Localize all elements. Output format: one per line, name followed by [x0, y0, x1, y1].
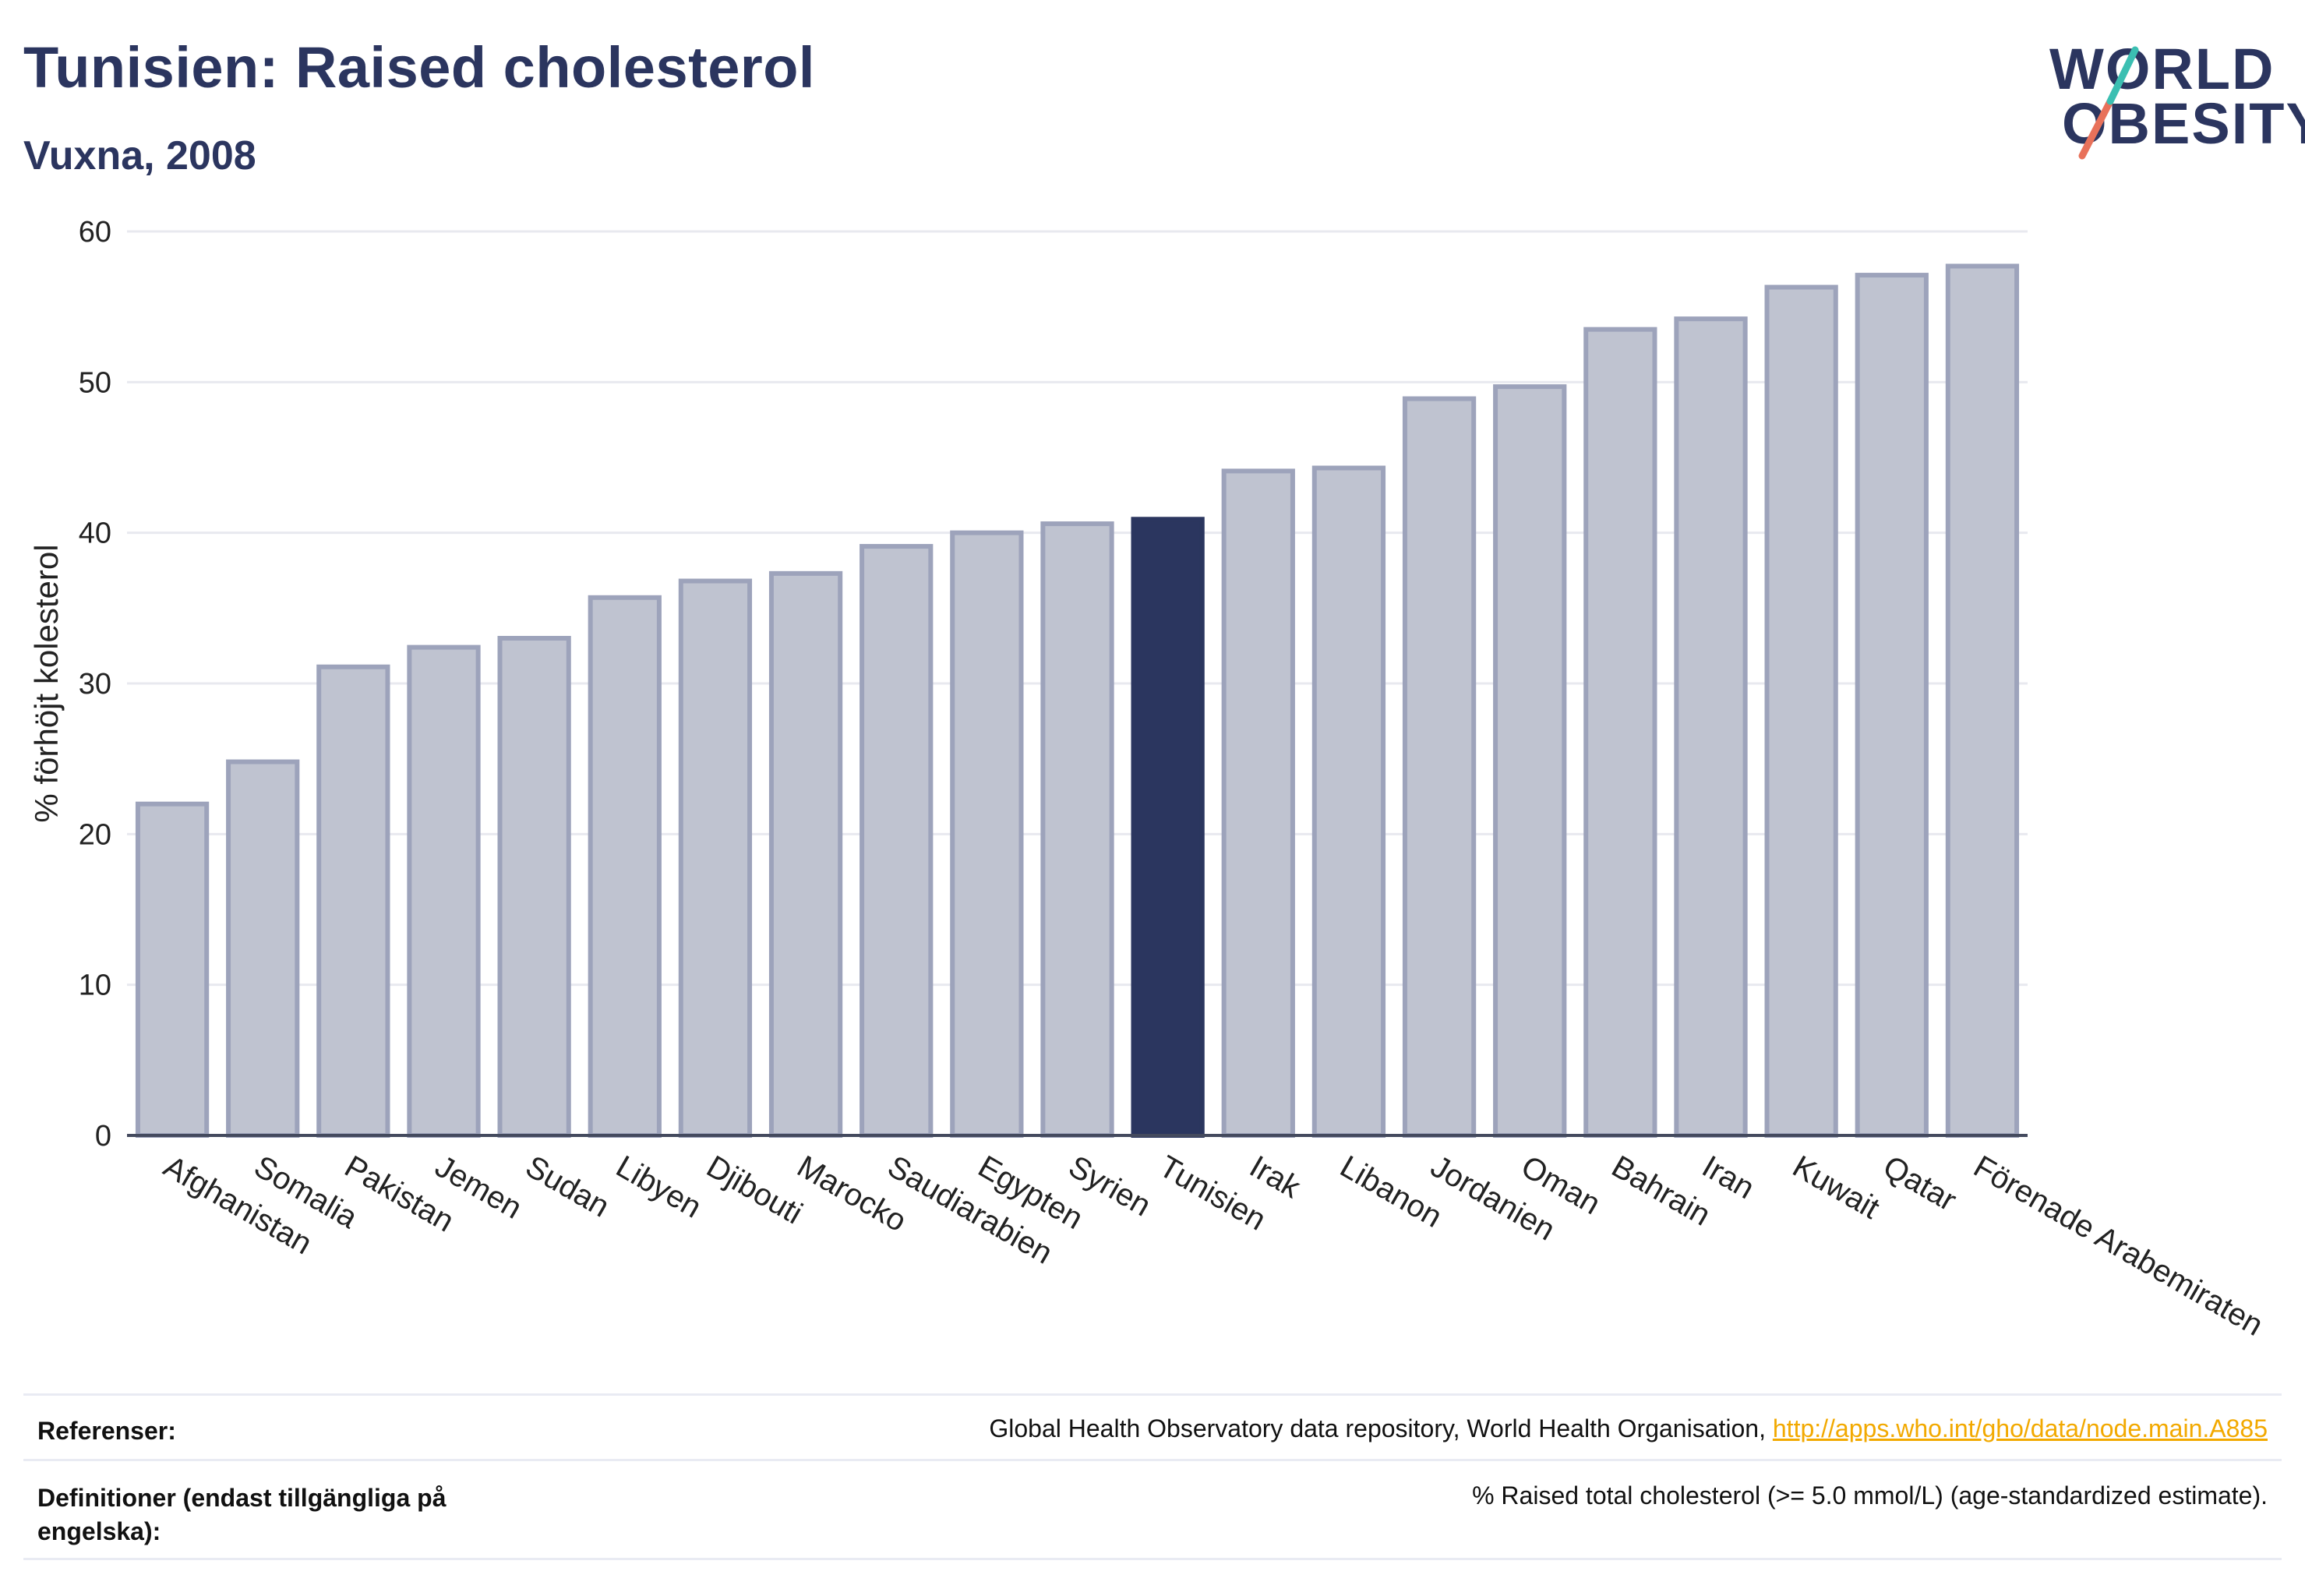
bar	[1493, 384, 1567, 1138]
x-category-label: Libanon	[1334, 1149, 1447, 1234]
bar	[1764, 284, 1838, 1139]
bar	[678, 578, 753, 1138]
bar	[226, 759, 300, 1138]
y-tick-label: 20	[79, 818, 111, 851]
bar	[1855, 273, 1929, 1139]
x-category-label: Kuwait	[1787, 1149, 1885, 1226]
bar	[316, 664, 390, 1138]
bar	[1040, 521, 1114, 1139]
bar	[950, 530, 1024, 1138]
bar	[135, 801, 210, 1139]
y-tick-label: 0	[95, 1120, 111, 1153]
bar	[768, 570, 843, 1139]
x-category-label: Libyen	[610, 1149, 707, 1225]
y-tick-label: 30	[79, 668, 111, 701]
x-category-label: Bahrain	[1606, 1149, 1716, 1233]
y-tick-label: 50	[79, 366, 111, 399]
references-row: Referenser: Global Health Observatory da…	[23, 1393, 2282, 1461]
y-axis-ticks: 0 10 20 30 40 50 60	[79, 216, 111, 1153]
bar	[1583, 327, 1657, 1139]
y-tick-label: 10	[79, 969, 111, 1002]
page-title: Tunisien: Raised cholesterol	[23, 35, 815, 100]
bars	[135, 263, 2020, 1139]
y-axis-title: % förhöjt kolesterol	[28, 544, 65, 822]
bar	[1945, 263, 2020, 1138]
x-category-label: Qatar	[1877, 1149, 1962, 1218]
references-link[interactable]: http://apps.who.int/gho/data/node.main.A…	[1772, 1414, 2268, 1442]
bar	[1311, 465, 1386, 1138]
y-tick-label: 60	[79, 216, 111, 249]
bar	[1402, 396, 1477, 1139]
x-category-label: Djibouti	[701, 1149, 808, 1231]
definitions-row: Definitioner (endast tillgängliga på eng…	[23, 1459, 2282, 1560]
logo-slash-icon	[2078, 46, 2139, 160]
x-category-label: Förenade Arabemiraten	[1968, 1149, 2268, 1343]
bar	[1221, 468, 1295, 1138]
bar-chart: 0 10 20 30 40 50 60 AfghanistanSomaliaPakistan…	[28, 216, 2269, 1343]
bar-highlight	[1131, 517, 1205, 1138]
references-value: Global Health Observatory data repositor…	[989, 1414, 2268, 1443]
bar	[1674, 316, 1748, 1139]
definitions-value: % Raised total cholesterol (>= 5.0 mmol/…	[1472, 1481, 2268, 1509]
x-category-label: Sudan	[520, 1149, 615, 1224]
page-subtitle: Vuxna, 2008	[23, 133, 256, 178]
bar	[588, 595, 662, 1138]
logo-text-world: WORLD	[2049, 37, 2275, 101]
bar	[860, 544, 934, 1139]
world-obesity-logo: WORLD OBESITY	[2042, 23, 2305, 164]
bar	[497, 636, 571, 1138]
x-axis-labels: AfghanistanSomaliaPakistanJemenSudanLiby…	[158, 1149, 2269, 1343]
references-label: Referenser:	[37, 1417, 176, 1445]
bar	[407, 644, 481, 1138]
y-tick-label: 40	[79, 517, 111, 550]
definitions-label: Definitioner (endast tillgängliga på eng…	[37, 1484, 447, 1546]
references-text: Global Health Observatory data repositor…	[989, 1414, 1773, 1442]
